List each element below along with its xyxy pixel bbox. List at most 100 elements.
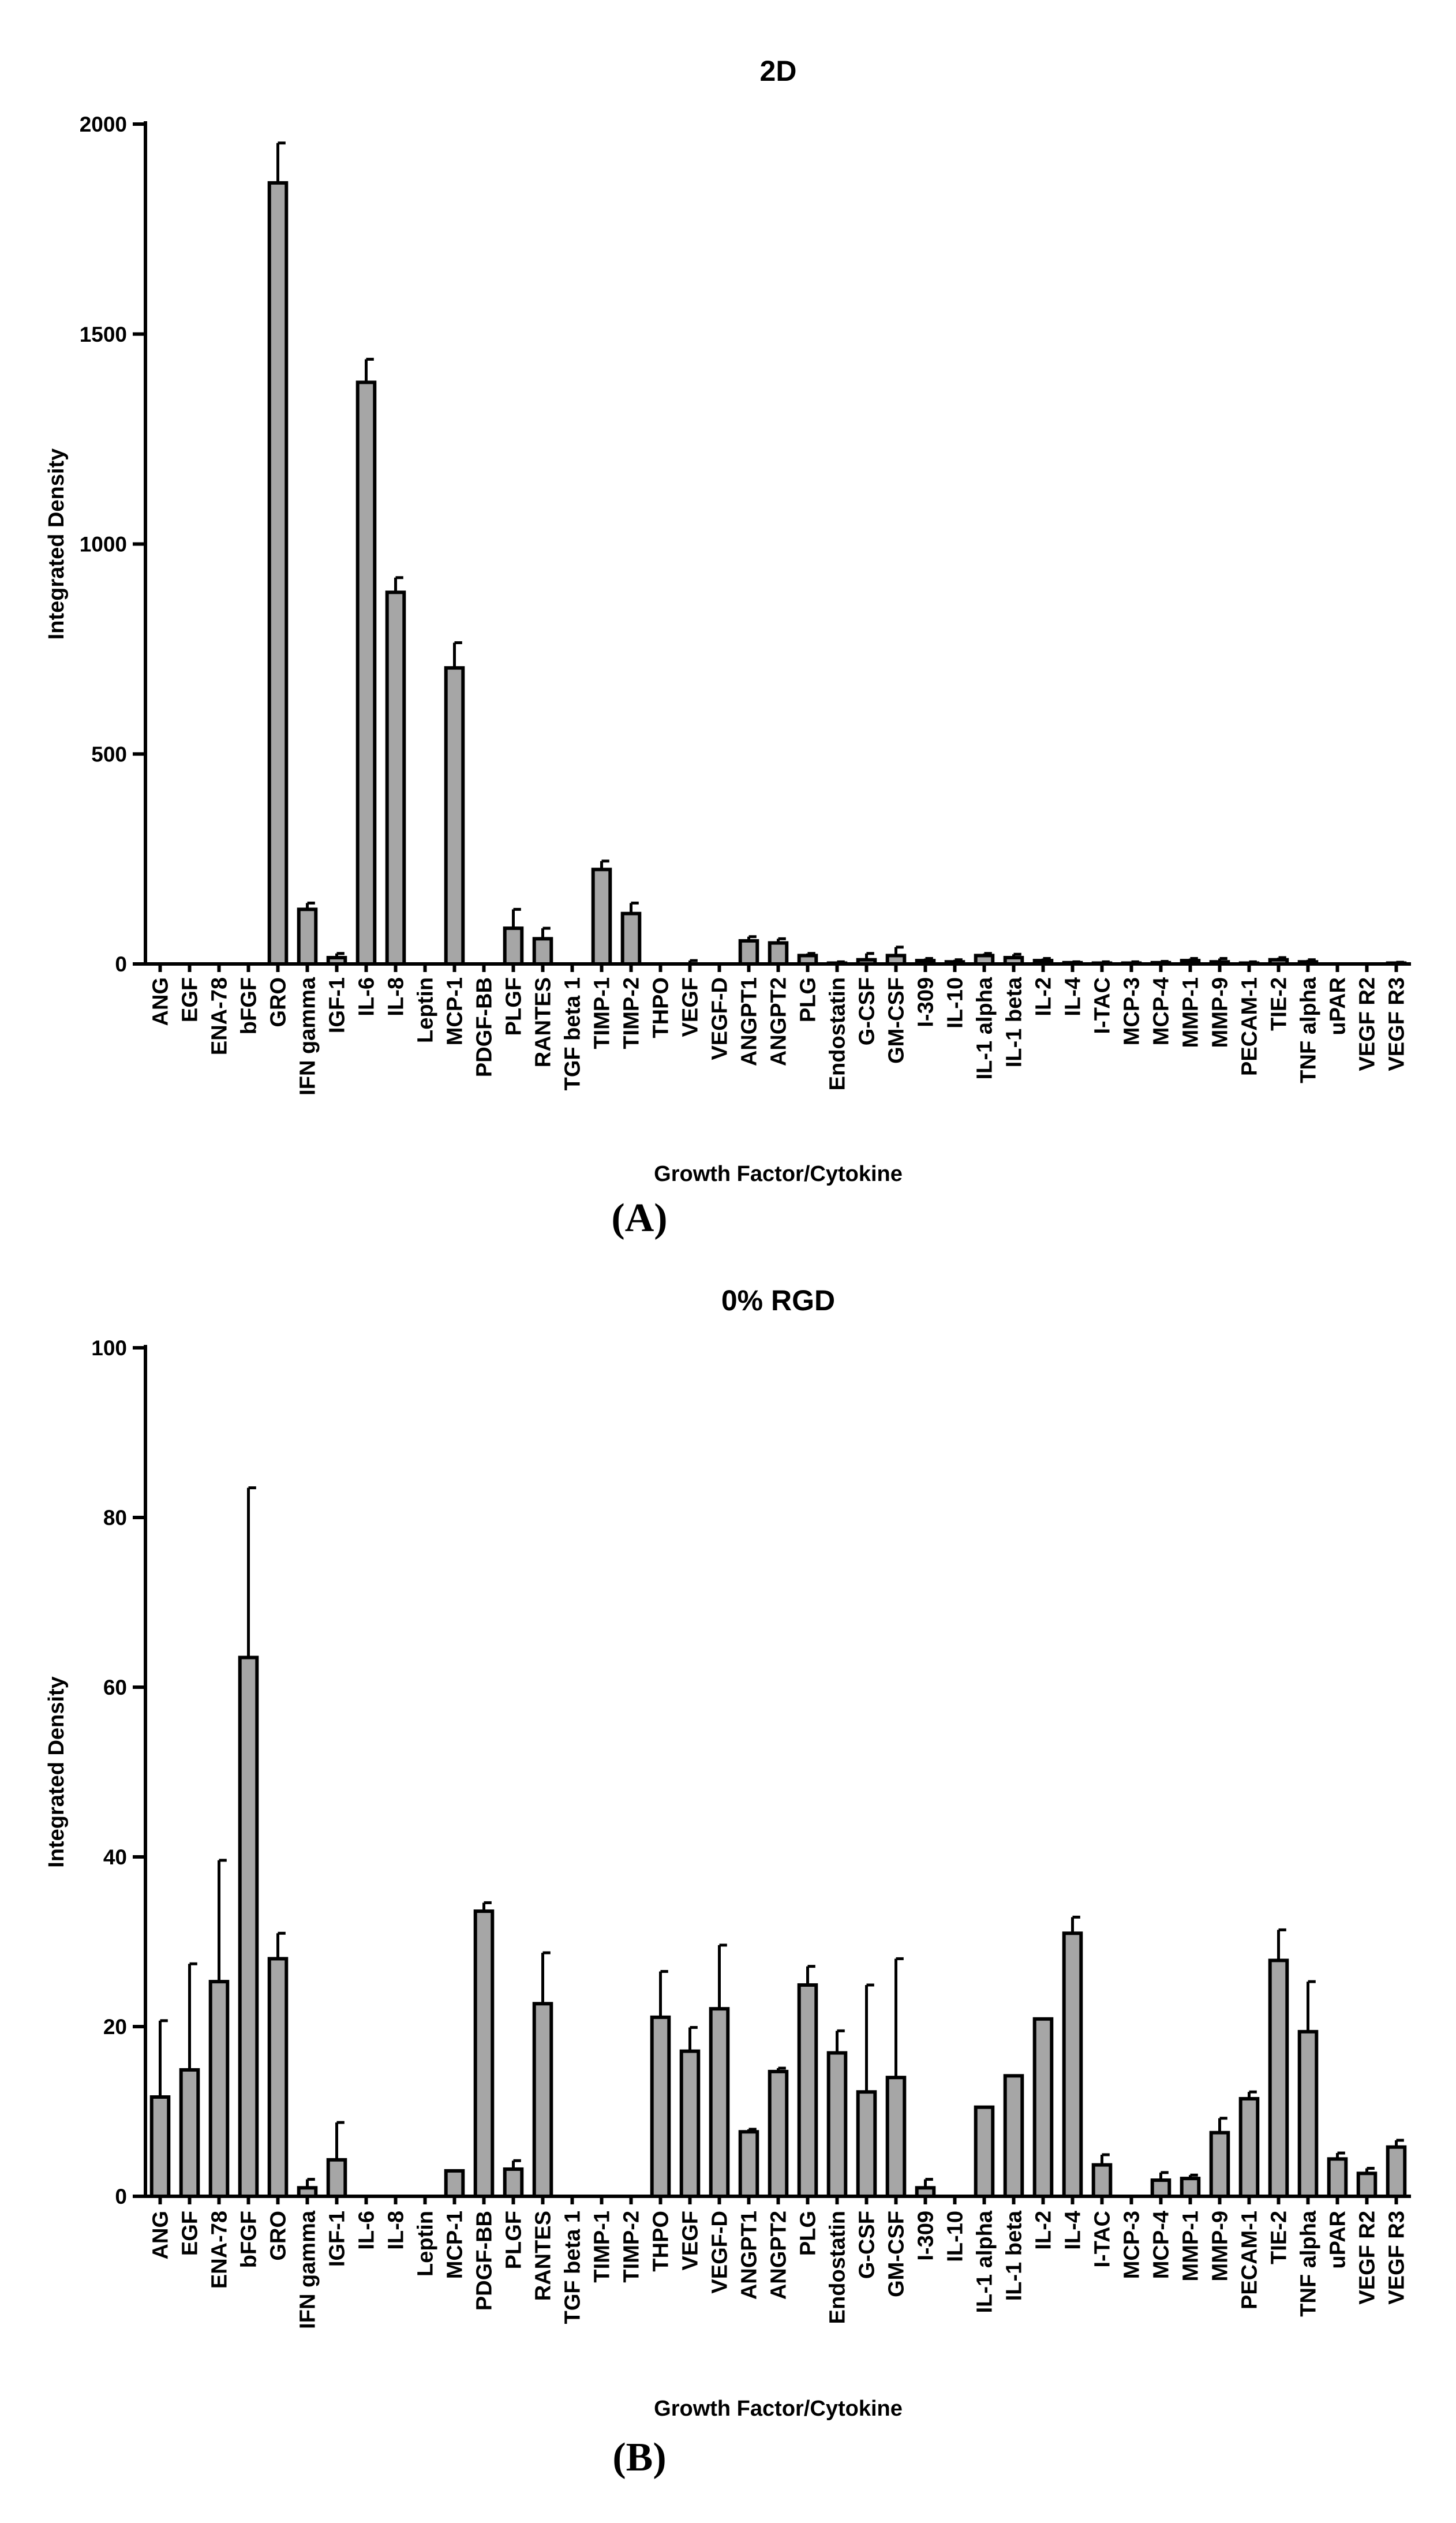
x-tick-label-a: TGF beta 1 bbox=[561, 977, 585, 1090]
bar-b-gro bbox=[267, 1957, 289, 2198]
x-tick-label-a: IL-6 bbox=[355, 977, 379, 1016]
x-tick-label-a: uPAR bbox=[1326, 977, 1350, 1036]
x-tick-label-b: RANTES bbox=[532, 2211, 556, 2301]
y-tick-label-a: 500 bbox=[91, 742, 127, 766]
bar-b-mmp-9 bbox=[1209, 2130, 1230, 2198]
bar-a-il-8 bbox=[385, 590, 406, 966]
x-tick-label-b: PECAM-1 bbox=[1238, 2211, 1262, 2309]
x-tick-label-a: IL-1 beta bbox=[1002, 977, 1027, 1067]
bar-b-vegf-d bbox=[709, 2007, 730, 2198]
bar-a-mcp-1 bbox=[444, 666, 465, 966]
x-tick-label-b: uPAR bbox=[1326, 2211, 1350, 2269]
x-tick-label-b: MMP-1 bbox=[1179, 2211, 1203, 2281]
x-tick-label-b: bFGF bbox=[237, 2211, 261, 2268]
y-tick-label-b: 20 bbox=[103, 2015, 127, 2039]
bar-a-ifn-gamma bbox=[297, 907, 318, 966]
x-tick-label-b: ANG bbox=[149, 2211, 173, 2259]
x-tick-label-b: I-309 bbox=[914, 2211, 938, 2261]
x-tick-label-a: ANGPT2 bbox=[767, 977, 791, 1066]
x-tick-label-b: PLGF bbox=[502, 2211, 526, 2269]
x-tick-label-a: THPO bbox=[649, 977, 673, 1038]
x-tick-label-b: ANGPT2 bbox=[767, 2211, 791, 2300]
x-tick-label-b: G-CSF bbox=[855, 2211, 879, 2279]
x-tick-label-b: IL-2 bbox=[1032, 2211, 1056, 2250]
x-tick-label-a: MMP-1 bbox=[1179, 977, 1203, 1048]
x-tick-label-b: TGF beta 1 bbox=[561, 2211, 585, 2324]
x-tick-label-b: IL-10 bbox=[944, 2211, 968, 2262]
x-tick-label-b: TIMP-2 bbox=[620, 2211, 644, 2283]
x-tick-label-b: IL-1 beta bbox=[1002, 2210, 1027, 2301]
x-tick-label-b: ANGPT1 bbox=[738, 2211, 762, 2300]
bar-a-gro bbox=[267, 181, 289, 966]
x-tick-label-a: IL-10 bbox=[944, 977, 968, 1029]
bar-b-ena-78 bbox=[208, 1980, 230, 2199]
bar-b-vegf bbox=[679, 2049, 701, 2198]
x-tick-label-a: ANG bbox=[149, 977, 173, 1026]
x-tick-label-a: VEGF bbox=[679, 977, 703, 1037]
x-tick-label-a: ENA-78 bbox=[208, 977, 232, 1055]
x-tick-label-a: MMP-9 bbox=[1208, 977, 1233, 1048]
x-tick-label-b: MCP-1 bbox=[443, 2211, 467, 2279]
y-tick-label-b: 40 bbox=[103, 1845, 127, 1869]
y-tick-label-a: 1000 bbox=[80, 533, 127, 556]
x-tick-label-a: bFGF bbox=[237, 977, 261, 1034]
bar-b-egf bbox=[179, 2068, 200, 2198]
bar-b-il-1-beta bbox=[1003, 2074, 1024, 2199]
x-tick-label-a: GM-CSF bbox=[885, 977, 909, 1064]
x-tick-label-a: IL-1 alpha bbox=[973, 977, 997, 1079]
bar-b-angpt2 bbox=[768, 2069, 789, 2198]
x-tick-label-b: TIE-2 bbox=[1267, 2211, 1292, 2264]
x-tick-label-b: VEGF R3 bbox=[1385, 2211, 1409, 2305]
panel-label-a: (A) bbox=[611, 1196, 667, 1240]
bar-b-tnf-alpha bbox=[1297, 2029, 1319, 2199]
bar-b-mcp-1 bbox=[444, 2169, 465, 2198]
x-tick-label-a: ANGPT1 bbox=[738, 977, 762, 1066]
x-tick-label-a: VEGF R3 bbox=[1385, 977, 1409, 1071]
y-tick-label-b: 100 bbox=[91, 1336, 127, 1360]
x-tick-label-b: TNF alpha bbox=[1297, 2210, 1321, 2317]
bar-b-pdgf-bb bbox=[473, 1909, 495, 2199]
bar-b-pecam-1 bbox=[1238, 2096, 1260, 2198]
x-tick-label-a: PLG bbox=[796, 977, 821, 1022]
x-tick-label-b: EGF bbox=[178, 2211, 203, 2256]
bar-a-angpt1 bbox=[738, 939, 759, 966]
bar-b-mmp-1 bbox=[1180, 2177, 1201, 2198]
bar-a-rantes bbox=[532, 937, 553, 966]
x-tick-label-a: MCP-3 bbox=[1120, 977, 1144, 1045]
x-tick-label-b: IGF-1 bbox=[325, 2211, 350, 2267]
bar-b-il-4 bbox=[1062, 1931, 1083, 2199]
x-tick-label-b: VEGF-D bbox=[708, 2211, 732, 2294]
y-tick-label-a: 2000 bbox=[80, 113, 127, 136]
bar-b-tie-2 bbox=[1268, 1958, 1289, 2199]
x-tick-label-a: TIMP-2 bbox=[620, 977, 644, 1049]
x-tick-label-b: IL-6 bbox=[355, 2211, 379, 2250]
bar-b-vegf-r3 bbox=[1386, 2145, 1407, 2198]
x-tick-label-b: VEGF R2 bbox=[1356, 2211, 1380, 2305]
x-tick-label-a: TNF alpha bbox=[1297, 977, 1321, 1083]
x-tick-label-a: PDGF-BB bbox=[473, 977, 497, 1077]
bar-b-plgf bbox=[503, 2167, 524, 2198]
x-tick-label-a: TIMP-1 bbox=[590, 977, 615, 1049]
x-tick-label-a: RANTES bbox=[532, 977, 556, 1067]
bar-b-il-1-alpha bbox=[974, 2105, 995, 2198]
x-tick-label-b: IL-4 bbox=[1061, 2211, 1086, 2250]
x-tick-label-b: IL-1 alpha bbox=[973, 2210, 997, 2313]
x-tick-label-a: IL-2 bbox=[1032, 977, 1056, 1016]
bar-b-gm-csf bbox=[885, 2076, 907, 2198]
bar-b-angpt1 bbox=[738, 2130, 759, 2199]
chart-title-a: 2D bbox=[760, 55, 797, 87]
x-tick-label-a: IL-8 bbox=[384, 977, 409, 1016]
x-tick-label-a: Endostatin bbox=[826, 977, 850, 1090]
y-tick-label-b: 0 bbox=[115, 2185, 127, 2208]
x-tick-label-b: VEGF bbox=[679, 2211, 703, 2270]
chart-title-b: 0% RGD bbox=[721, 1284, 835, 1317]
bar-b-mcp-4 bbox=[1150, 2178, 1171, 2199]
bar-b-ang bbox=[149, 2095, 171, 2199]
x-tick-label-a: MCP-1 bbox=[443, 977, 467, 1045]
x-tick-label-a: IL-4 bbox=[1061, 977, 1086, 1016]
y-axis-label-a: Integrated Density bbox=[44, 448, 69, 640]
bar-b-igf-1 bbox=[326, 2158, 347, 2199]
x-tick-label-a: PECAM-1 bbox=[1238, 977, 1262, 1076]
x-tick-label-a: IGF-1 bbox=[325, 977, 350, 1033]
